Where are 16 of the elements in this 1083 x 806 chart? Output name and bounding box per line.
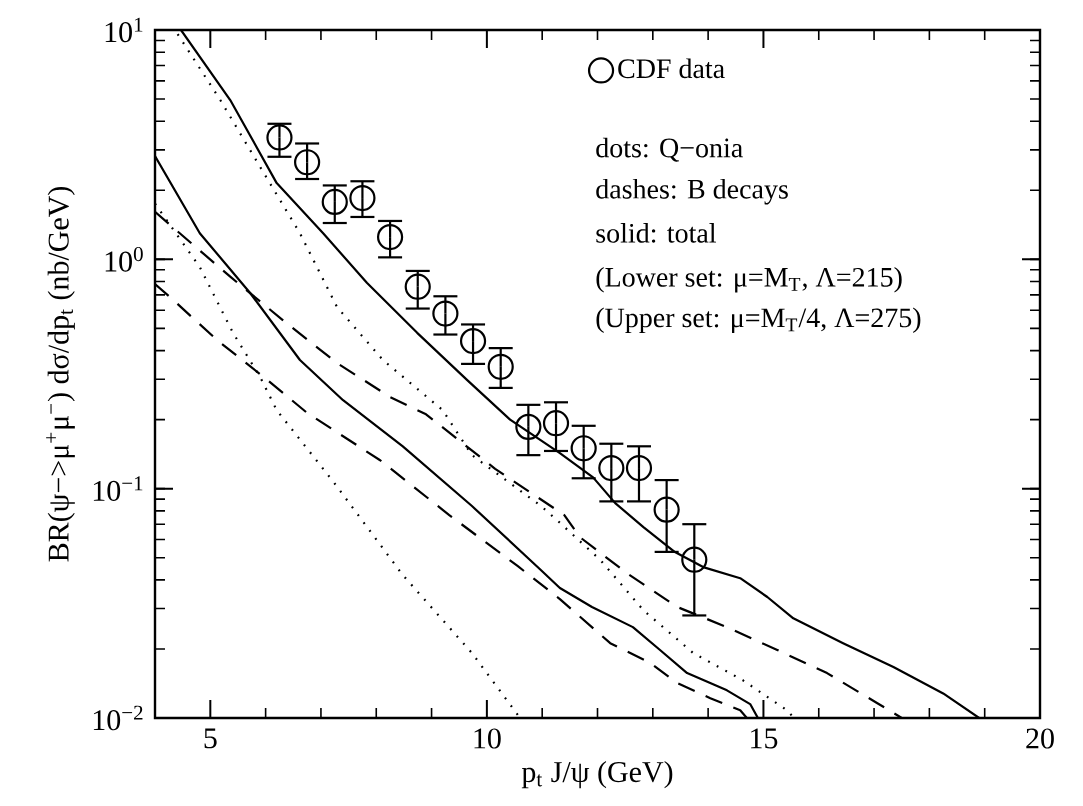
y-tick-label: 10$^{−2}$	[93, 705, 143, 731]
annotation: solid: total	[596, 223, 717, 243]
y-tick-label: 10$^{−1}$	[93, 476, 143, 501]
annotation: (Lower set: μ=M$_{T}$, Λ=215)	[596, 267, 902, 293]
x-tick-label: 10	[474, 728, 501, 749]
annotation: dots: Q−onia	[596, 137, 743, 162]
x-tick-label: 15	[751, 728, 778, 749]
x-tick-label: 20	[1026, 728, 1054, 749]
x-tick-label: 5	[204, 728, 217, 749]
legend-label: CDF data	[618, 58, 725, 79]
annotation: (Upper set: μ=M$_{T}$/4, Λ=275)	[596, 307, 921, 334]
annotation: dashes: B decays	[596, 178, 788, 205]
y-tick-label: 10$^{1}$	[105, 17, 143, 43]
y-tick-label: 10$^{0}$	[105, 246, 143, 272]
y-axis-title: BR(ψ−>μ$^{+}$μ$^{−}$) dσ/dp$_{t}$ (nb/GeV)	[46, 186, 75, 562]
x-axis-title: p$_{t}$ J/ψ (GeV)	[521, 761, 673, 789]
